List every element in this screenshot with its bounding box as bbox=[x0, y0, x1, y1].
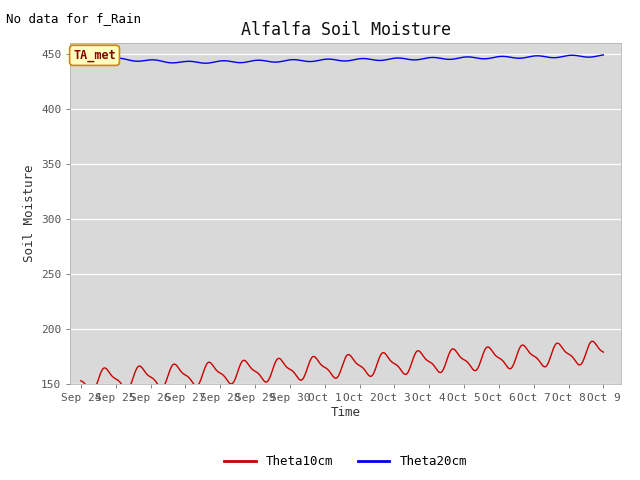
Text: No data for f_Rain: No data for f_Rain bbox=[6, 12, 141, 25]
Title: Alfalfa Soil Moisture: Alfalfa Soil Moisture bbox=[241, 21, 451, 39]
X-axis label: Time: Time bbox=[331, 406, 360, 419]
Y-axis label: Soil Moisture: Soil Moisture bbox=[22, 165, 36, 263]
Legend: Theta10cm, Theta20cm: Theta10cm, Theta20cm bbox=[220, 450, 472, 473]
Text: TA_met: TA_met bbox=[73, 49, 116, 62]
